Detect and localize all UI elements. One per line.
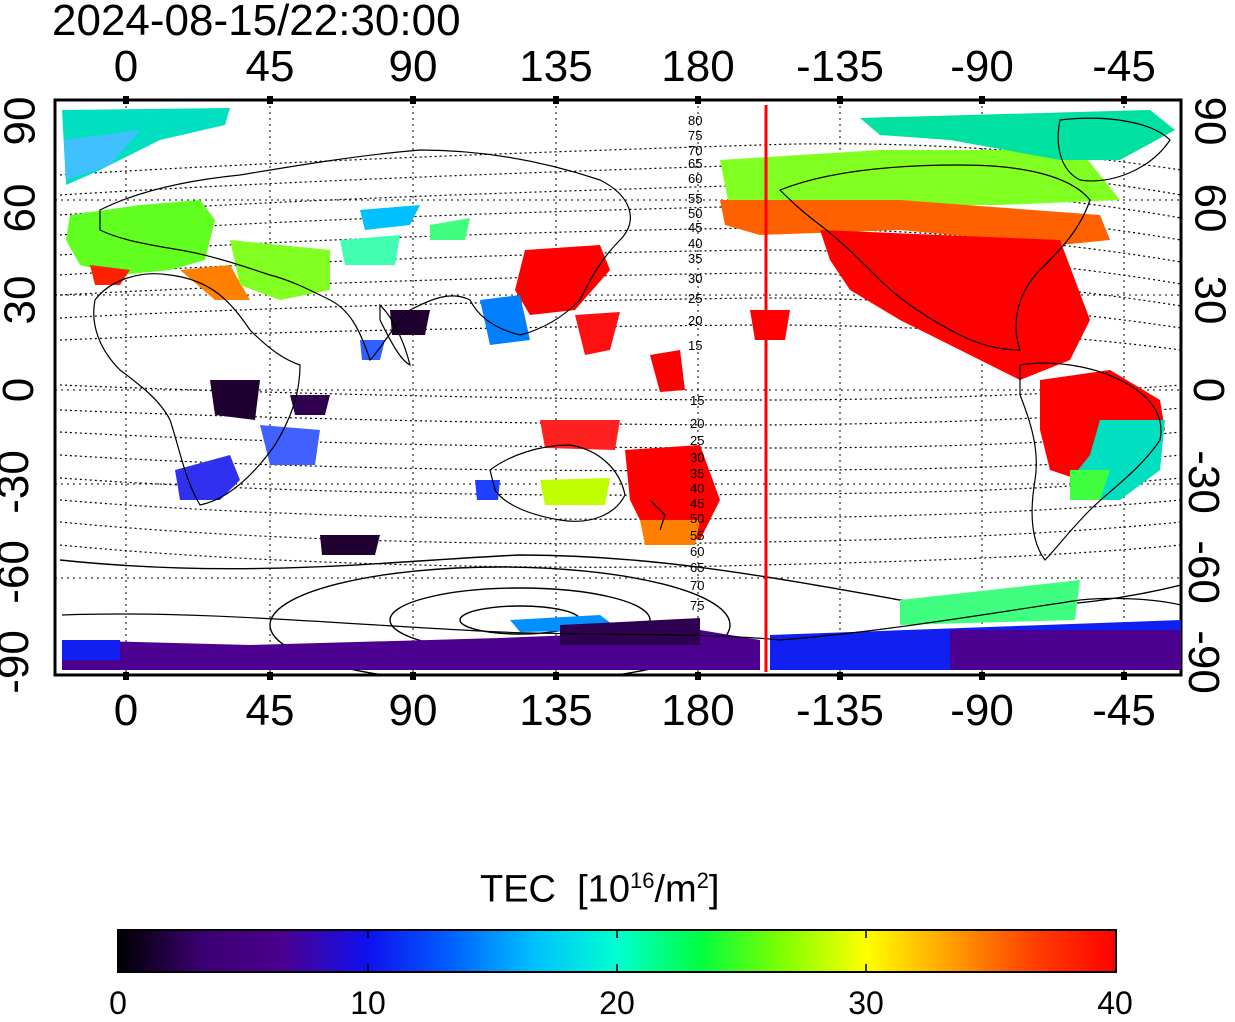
x-tick-label: -90 (950, 686, 1014, 735)
x-tick-label: -90 (950, 42, 1014, 91)
contour-label: 60 (688, 171, 702, 186)
x-tick-label: 135 (519, 686, 593, 735)
contour-label: 45 (688, 220, 702, 235)
x-tick-label: 90 (388, 42, 438, 91)
contour-label: 20 (688, 313, 702, 328)
x-tick-label: -135 (795, 42, 885, 91)
timestamp-title: 2024-08-15/22:30:00 (52, 0, 461, 45)
colorbar-ticks (367, 930, 867, 972)
coastlines (61, 117, 1181, 641)
contour-label: 15 (690, 393, 704, 408)
contour-label: 65 (688, 156, 702, 171)
colorbar-tick-label: 10 (350, 985, 386, 1021)
contour-label: 50 (688, 206, 702, 221)
x-tick-label: 90 (388, 686, 438, 735)
contour-label: 80 (688, 113, 702, 128)
tec-map-plot: 80 75 70 65 60 55 50 45 40 35 30 25 20 1… (53, 96, 1183, 680)
colorbar-tick-label: 20 (599, 985, 635, 1021)
contour-labels-south: 15 20 25 30 35 40 45 50 55 60 65 70 75 (690, 393, 704, 613)
x-tick-label: 45 (245, 42, 295, 91)
x-tick-label: 45 (245, 686, 295, 735)
colorbar-tick-label: 30 (848, 985, 884, 1021)
x-tick-label: -45 (1092, 686, 1156, 735)
x-tick-label: 0 (113, 686, 139, 735)
contour-label: 25 (690, 433, 704, 448)
x-tick-label: 180 (661, 686, 735, 735)
x-tick-label: -45 (1092, 42, 1156, 91)
x-tick-label: 0 (113, 42, 139, 91)
contour-label: 75 (688, 128, 702, 143)
contour-label: 15 (688, 338, 702, 353)
x-tick-label: 180 (661, 42, 735, 91)
x-tick-label: -135 (795, 686, 885, 735)
contour-label: 70 (690, 578, 704, 593)
contour-label: 40 (688, 236, 702, 251)
colorbar (117, 929, 1117, 973)
colorbar-tick-label: 0 (109, 985, 127, 1021)
contour-label: 70 (688, 143, 702, 158)
colorbar-unit-base: [10 (577, 868, 630, 911)
colorbar-tick-label: 40 (1097, 985, 1133, 1021)
colorbar-unit-exponent: 16 (629, 868, 655, 893)
colorbar-title: TEC [1016/m2] (480, 868, 719, 912)
contour-label: 20 (690, 416, 704, 431)
contour-label: 40 (690, 481, 704, 496)
contour-label: 35 (688, 251, 702, 266)
tec-data-patches (62, 108, 1181, 670)
colorbar-unit-end: ] (708, 868, 720, 911)
contour-label: 75 (690, 598, 704, 613)
contour-label: 50 (690, 511, 704, 526)
magnetic-contours-south (59, 384, 1181, 568)
contour-label: 55 (688, 191, 702, 206)
contour-label: 30 (688, 271, 702, 286)
contour-label: 25 (688, 291, 702, 306)
contour-label: 65 (690, 560, 704, 575)
colorbar-title-text: TEC (480, 868, 556, 911)
colorbar-unit-mid: /m (654, 868, 697, 911)
contour-label: 45 (690, 496, 704, 511)
contour-label: 30 (690, 450, 704, 465)
contour-label: 60 (690, 544, 704, 559)
contour-label: 35 (690, 466, 704, 481)
x-tick-label: 135 (519, 42, 593, 91)
contour-labels-north: 80 75 70 65 60 55 50 45 40 35 30 25 20 1… (688, 113, 702, 353)
contour-label: 55 (690, 528, 704, 543)
colorbar-unit-exponent2: 2 (696, 868, 709, 893)
